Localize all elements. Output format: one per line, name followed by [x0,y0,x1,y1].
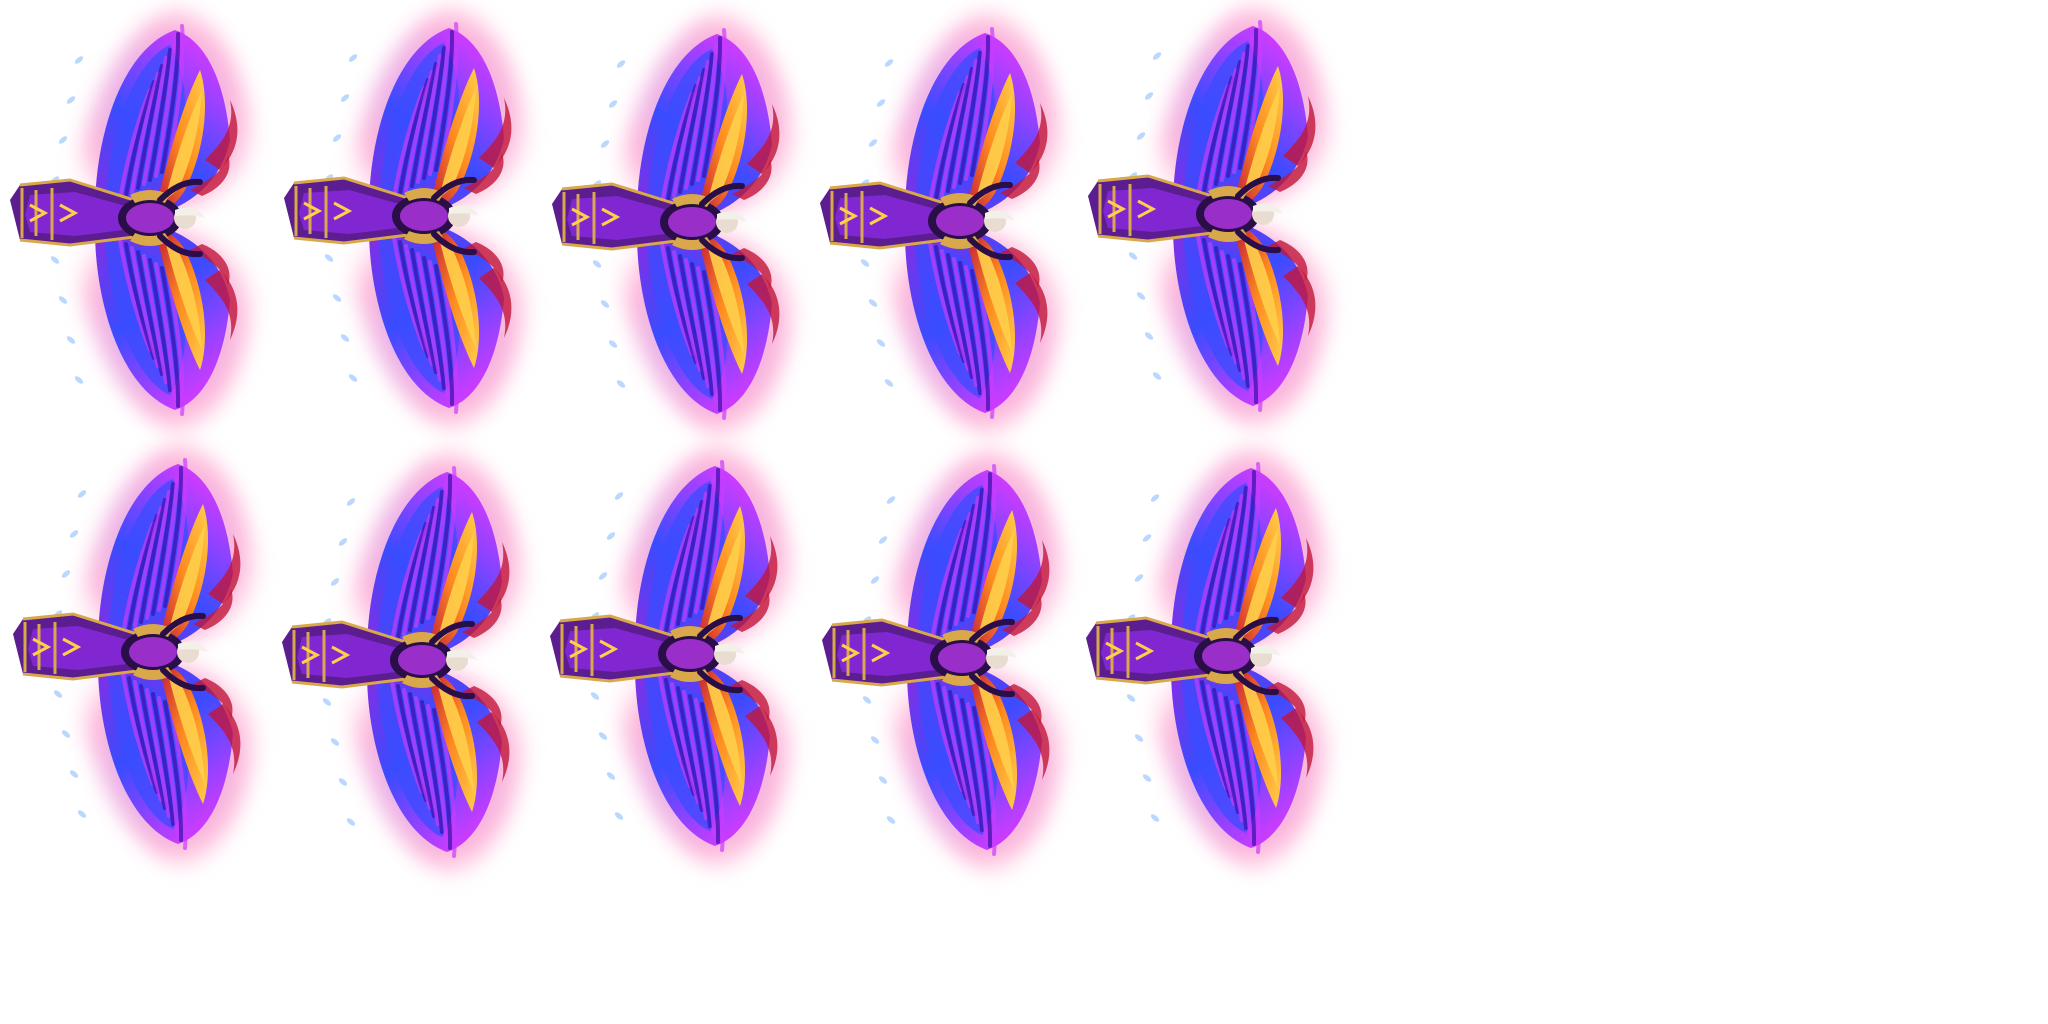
sprite-frame [812,440,1082,880]
character-body [820,181,1015,261]
upper-wing [862,445,1067,660]
character-body [282,620,477,700]
character-body [10,178,205,258]
sprite-image [282,447,527,877]
upper-wing [592,9,797,224]
sprite-image [13,439,258,869]
sprite-frame [810,3,1080,443]
lower-wing [590,656,795,871]
upper-wing [50,5,255,220]
character-body [550,614,745,694]
lower-wing [860,223,1065,438]
sprite-image [552,9,797,439]
lower-wing [1126,658,1331,873]
lower-wing [324,218,529,433]
character-body [284,176,479,256]
sprite-frame [0,0,270,440]
lower-wing [1128,216,1333,431]
upper-wing [322,447,527,662]
sprite-frame [272,442,542,882]
character-body [13,612,208,692]
upper-wing [324,3,529,218]
sprite-frame [1076,438,1346,878]
sprite-image [1088,1,1333,431]
character-body [552,182,747,262]
upper-wing [590,441,795,656]
lower-wing [53,654,258,869]
sprite-image [284,3,529,433]
upper-wing [1126,443,1331,658]
lower-wing [592,224,797,439]
sprite-image [10,5,255,435]
lower-wing [862,660,1067,875]
upper-wing [860,8,1065,223]
lower-wing [50,220,255,435]
sprite-image [1086,443,1331,873]
character-body [1086,616,1281,696]
sprite-frame [274,0,544,438]
sprite-frame [3,434,273,874]
lower-wing [322,662,527,877]
sprite-frame [540,436,810,876]
sprite-image [822,445,1067,875]
sprite-image [550,441,795,871]
upper-wing [1128,1,1333,216]
character-body [1088,174,1283,254]
sprite-image [820,8,1065,438]
sprite-frame [1078,0,1348,436]
sprite-frame [542,4,812,444]
upper-wing [53,439,258,654]
character-body [822,618,1017,698]
